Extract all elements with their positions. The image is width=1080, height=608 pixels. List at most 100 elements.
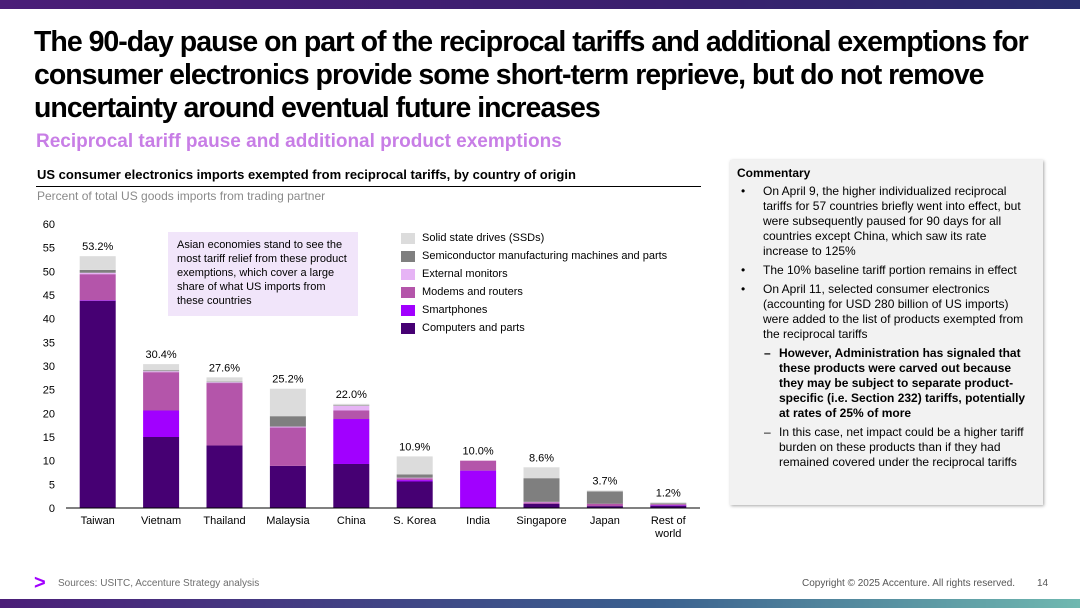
y-tick-label: 30: [43, 361, 55, 373]
bar-segment-9-4: [650, 503, 687, 505]
bar-segment-2-0: [206, 445, 243, 508]
bar-segment-4-4: [333, 405, 370, 406]
x-category-label: Japan: [590, 515, 620, 527]
legend-swatch: [401, 322, 415, 334]
legend-label: Computers and parts: [422, 322, 525, 334]
bar-total-label: 25.2%: [272, 374, 303, 386]
legend-swatch: [401, 232, 415, 244]
legend-item: Solid state drives (SSDs): [401, 229, 667, 247]
y-tick-label: 10: [43, 456, 55, 468]
bar-segment-6-2: [460, 460, 497, 471]
bar-segment-5-1: [396, 480, 433, 482]
bar-segment-5-3: [396, 477, 433, 479]
x-category-label: Vietnam: [141, 515, 181, 527]
bar-segment-0-3: [79, 272, 116, 275]
page-number: 14: [1037, 578, 1049, 589]
y-tick-label: 5: [49, 479, 55, 491]
bar-segment-2-2: [206, 383, 243, 446]
legend-item: External monitors: [401, 265, 667, 283]
legend-label: Solid state drives (SSDs): [422, 232, 545, 244]
bar-segment-8-5: [586, 490, 623, 492]
bar-segment-8-0: [586, 506, 623, 508]
bar-segment-1-4: [143, 370, 180, 372]
bar-segment-3-2: [269, 427, 306, 466]
y-tick-label: 45: [43, 290, 55, 302]
bar-total-label: 10.9%: [399, 441, 430, 453]
bar-segment-7-5: [523, 467, 560, 479]
legend-label: Semiconductor manufacturing machines and…: [422, 250, 668, 262]
bar-segment-4-1: [333, 419, 370, 464]
y-tick-label: 20: [43, 408, 55, 420]
commentary-bullet: The 10% baseline tariff portion remains …: [737, 263, 1035, 278]
bottom-accent-bar: [0, 599, 1080, 608]
bar-segment-5-2: [396, 478, 433, 481]
legend-swatch: [401, 304, 415, 316]
chart-heading: US consumer electronics imports exempted…: [37, 167, 576, 182]
y-tick-label: 55: [43, 243, 55, 255]
bar-segment-8-2: [586, 503, 623, 507]
legend-swatch: [401, 268, 415, 280]
bar-segment-9-2: [650, 504, 687, 506]
y-tick-label: 40: [43, 314, 55, 326]
bar-segment-9-5: [650, 502, 687, 504]
x-category-label: India: [466, 515, 491, 527]
x-category-label: Rest of world: [651, 515, 687, 540]
legend-item: Smartphones: [401, 301, 667, 319]
commentary-heading: Commentary: [737, 166, 811, 180]
chart-heading-rule: [36, 186, 701, 187]
y-tick-label: 15: [43, 432, 55, 444]
bar-total-label: 27.6%: [209, 362, 240, 374]
chart-subheading: Percent of total US goods imports from t…: [37, 189, 326, 203]
bar-total-label: 8.6%: [529, 452, 554, 464]
bar-segment-0-4: [79, 269, 116, 273]
commentary-bullet: On April 11, selected consumer electroni…: [737, 282, 1035, 342]
x-category-label: S. Korea: [393, 515, 437, 527]
bar-segment-0-0: [79, 300, 116, 508]
bar-segment-1-5: [143, 364, 180, 371]
sources-note: Sources: USITC, Accenture Strategy analy…: [58, 578, 260, 589]
commentary-bullet: However, Administration has signaled tha…: [737, 346, 1035, 421]
commentary-bullet: In this case, net impact could be a high…: [737, 425, 1035, 470]
bar-segment-9-1: [650, 505, 687, 506]
section-subtitle: Reciprocal tariff pause and additional p…: [36, 131, 562, 152]
legend-swatch: [401, 250, 415, 262]
accenture-logo-icon: >: [34, 572, 46, 594]
chart-legend: Solid state drives (SSDs) Semiconductor m…: [401, 229, 667, 337]
bar-segment-2-4: [206, 381, 243, 383]
callout-box: Asian economies stand to see the most ta…: [168, 232, 358, 316]
bar-total-label: 3.7%: [592, 475, 617, 487]
bar-segment-1-3: [143, 371, 180, 373]
bar-segment-8-4: [586, 491, 623, 504]
bar-segment-3-5: [269, 388, 306, 417]
x-category-label: China: [337, 515, 367, 527]
bar-segment-6-1: [460, 470, 497, 508]
bar-segment-3-4: [269, 416, 306, 427]
bar-segment-4-0: [333, 463, 370, 508]
slide-title: The 90-day pause on part of the reciproc…: [34, 26, 1029, 124]
x-category-label: Taiwan: [81, 515, 115, 527]
bar-segment-1-2: [143, 372, 180, 411]
legend-swatch: [401, 286, 415, 298]
bar-segment-1-0: [143, 437, 180, 508]
bar-segment-0-2: [79, 274, 116, 301]
bar-segment-0-1: [79, 300, 116, 301]
legend-label: External monitors: [422, 268, 508, 280]
bar-segment-1-1: [143, 410, 180, 437]
commentary-panel: Commentary On April 9, the higher indivi…: [730, 160, 1043, 505]
bar-segment-9-0: [650, 505, 687, 508]
y-tick-label: 25: [43, 385, 55, 397]
bar-segment-3-0: [269, 465, 306, 508]
bar-segment-7-2: [523, 502, 560, 504]
y-tick-label: 35: [43, 337, 55, 349]
bar-segment-3-3: [269, 426, 306, 428]
bar-segment-5-4: [396, 474, 433, 478]
bar-segment-7-4: [523, 478, 560, 502]
bar-segment-4-2: [333, 410, 370, 420]
commentary-list: On April 9, the higher individualized re…: [737, 184, 1035, 470]
x-category-label: Singapore: [516, 515, 566, 527]
bar-segment-2-3: [206, 382, 243, 384]
x-category-label: Malaysia: [266, 515, 310, 527]
y-tick-label: 60: [43, 219, 55, 231]
bar-segment-2-5: [206, 377, 243, 382]
